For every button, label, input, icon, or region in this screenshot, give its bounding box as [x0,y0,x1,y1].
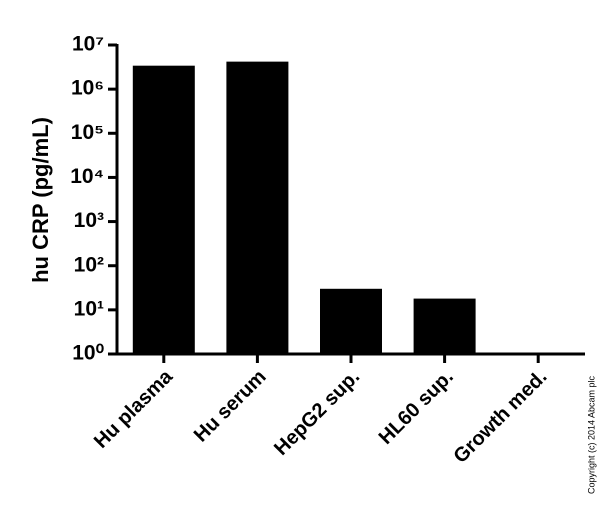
x-tick-label: HepG2 sup. [270,366,364,460]
y-tick-label: 10² [74,253,104,276]
x-tick-label: HL60 sup. [375,366,458,449]
bar [132,65,195,355]
bar [320,288,382,354]
y-tick-label: 10⁶ [71,77,104,100]
y-tick-label: 10¹ [74,297,104,320]
x-tick-label: Growth med. [449,366,551,468]
x-tick-label: Hu serum [190,366,271,447]
x-tick-label: Hu plasma [90,365,178,453]
y-tick-label: 10⁰ [72,342,104,365]
bar [226,61,289,354]
copyright: Copyright (c) 2014 Abcam plc [586,375,596,494]
y-tick-label: 10⁷ [72,33,104,56]
y-axis-label: hu CRP (pg/mL) [28,117,53,283]
y-tick-label: 10⁵ [71,121,104,144]
bar [413,298,476,354]
y-tick-label: 10⁴ [70,165,104,188]
y-tick-label: 10³ [74,209,104,232]
